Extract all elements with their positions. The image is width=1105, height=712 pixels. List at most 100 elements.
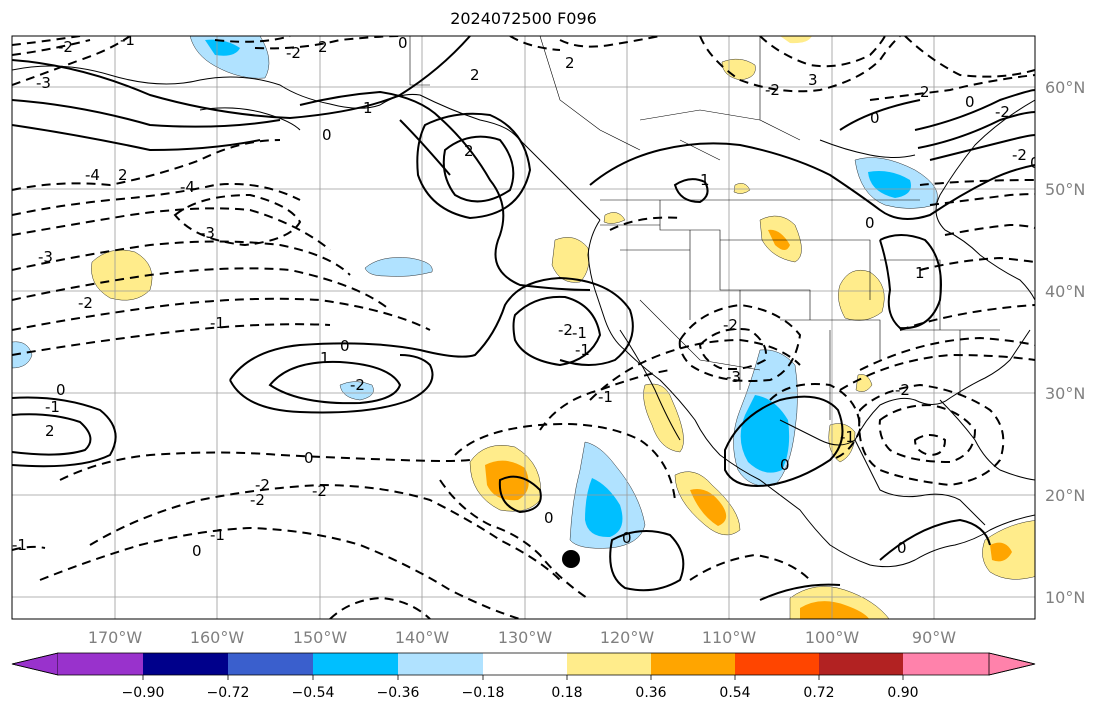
colorbar-swatch <box>143 653 228 675</box>
contour-label: 0 <box>780 456 790 474</box>
contour-label: -1 <box>598 388 613 406</box>
colorbar-extend-low <box>11 652 59 676</box>
contour-label: -2 <box>765 81 780 99</box>
lat-label: 30°N <box>1045 384 1085 403</box>
coastlines <box>12 65 1035 568</box>
contour-label: 1 <box>915 264 925 282</box>
contours-negative <box>12 36 1035 619</box>
contour-label: -1 <box>572 324 587 342</box>
lat-label: 60°N <box>1045 78 1085 97</box>
contour-label: 0 <box>398 34 408 52</box>
shaded-regions <box>12 36 1035 619</box>
contour-label: -2 <box>995 103 1010 121</box>
contour-label: -1 <box>210 526 225 544</box>
lat-label: 40°N <box>1045 282 1085 301</box>
colorbar-tick-label: −0.36 <box>377 685 420 701</box>
contour-label: -1 <box>12 536 27 554</box>
contour-label: 1 <box>320 349 330 367</box>
contour-labels: -2 -1 2 -3 -2 2 1 0 2 -4 -3 -4 3 2 2 0 -… <box>12 31 1040 560</box>
colorbar-extend-high <box>988 652 1036 676</box>
contour-label: 0 <box>340 337 350 355</box>
colorbar-tick-label: −0.72 <box>207 685 250 701</box>
map-frame <box>11 35 1036 620</box>
contour-label: -3 <box>726 368 741 386</box>
lon-label: 90°W <box>912 628 956 647</box>
colorbar-tick-label: 0.18 <box>551 685 582 701</box>
storm-center-marker <box>562 550 580 568</box>
colorbar-swatch <box>903 653 989 675</box>
lat-label: 10°N <box>1045 588 1085 607</box>
contour-label: -3 <box>38 248 53 266</box>
contour-label: -1 <box>210 314 225 332</box>
contour-label: 0 <box>304 449 314 467</box>
colorbar-tick-label: 0.54 <box>719 685 750 701</box>
colorbar-tick-label: 0.36 <box>635 685 666 701</box>
colorbar-tick-label: −0.18 <box>462 685 505 701</box>
lon-label: 140°W <box>395 628 450 647</box>
contour-label: 2 <box>45 422 55 440</box>
colorbar-outline <box>11 652 1036 676</box>
graticule <box>12 36 1035 619</box>
contour-label: 2 <box>464 142 474 160</box>
contour-label: 0 <box>1030 154 1040 172</box>
contour-label: 2 <box>118 166 128 184</box>
contour-label: -2 <box>255 476 270 494</box>
colorbar-swatch <box>735 653 819 675</box>
longitude-labels: 170°W 160°W 150°W 140°W 130°W 120°W 110°… <box>88 628 956 647</box>
colorbar-tick-label: 0.72 <box>803 685 834 701</box>
colorbar-ticks <box>142 675 904 680</box>
contour-label: 0 <box>544 509 554 527</box>
lat-label: 50°N <box>1045 180 1085 199</box>
colorbar-swatch <box>651 653 735 675</box>
colorbar-swatch <box>567 653 651 675</box>
contour-label: -2 <box>723 316 738 334</box>
contour-label: 1 <box>700 171 710 189</box>
contour-label: 0 <box>322 126 332 144</box>
contour-label: 2 <box>318 38 328 56</box>
contour-label: -2 <box>895 381 910 399</box>
contour-label: -1 <box>120 31 135 49</box>
lon-label: 150°W <box>293 628 348 647</box>
lon-label: 130°W <box>498 628 553 647</box>
contour-label: 0 <box>622 529 632 547</box>
contour-label: 0 <box>965 93 975 111</box>
contour-label: -3 <box>36 74 51 92</box>
colorbar-swatch <box>313 653 398 675</box>
contour-label: 0 <box>897 539 907 557</box>
state-borders <box>409 36 1000 420</box>
colorbar: −0.90 −0.72 −0.54 −0.36 −0.18 0.18 0.36 … <box>11 652 1036 701</box>
lon-label: 110°W <box>702 628 757 647</box>
lon-label: 170°W <box>88 628 143 647</box>
colorbar-swatch <box>483 653 567 675</box>
lon-label: 160°W <box>190 628 245 647</box>
contours-positive <box>12 36 1035 601</box>
contour-label: -2 <box>350 376 365 394</box>
contour-label: -1 <box>840 428 855 446</box>
contour-label: 0 <box>870 109 880 127</box>
contour-label: -1 <box>575 341 590 359</box>
latitude-labels: 60°N 50°N 40°N 30°N 20°N 10°N <box>1045 78 1085 607</box>
contour-label: 0 <box>56 381 66 399</box>
contour-label: -4 <box>180 178 195 196</box>
contour-label: 1 <box>363 99 373 117</box>
lon-label: 120°W <box>600 628 655 647</box>
colorbar-swatch <box>58 653 143 675</box>
contour-label: -2 <box>1012 146 1027 164</box>
colorbar-swatch <box>819 653 903 675</box>
contour-label: -2 <box>286 44 301 62</box>
contour-label: 2 <box>565 54 575 72</box>
contour-label: -1 <box>45 398 60 416</box>
contour-label: -2 <box>250 491 265 509</box>
contour-label: 2 <box>470 66 480 84</box>
contour-label: 0 <box>865 214 875 232</box>
map-title: 2024072500 F096 <box>450 9 597 28</box>
colorbar-tick-label: 0.90 <box>887 685 918 701</box>
colorbar-swatch <box>228 653 313 675</box>
contour-label: -2 <box>78 294 93 312</box>
colorbar-tick-label: −0.90 <box>122 685 165 701</box>
contour-label: 0 <box>192 542 202 560</box>
contour-label: 2 <box>920 83 930 101</box>
colorbar-swatch <box>398 653 483 675</box>
contour-label: -2 <box>558 321 573 339</box>
